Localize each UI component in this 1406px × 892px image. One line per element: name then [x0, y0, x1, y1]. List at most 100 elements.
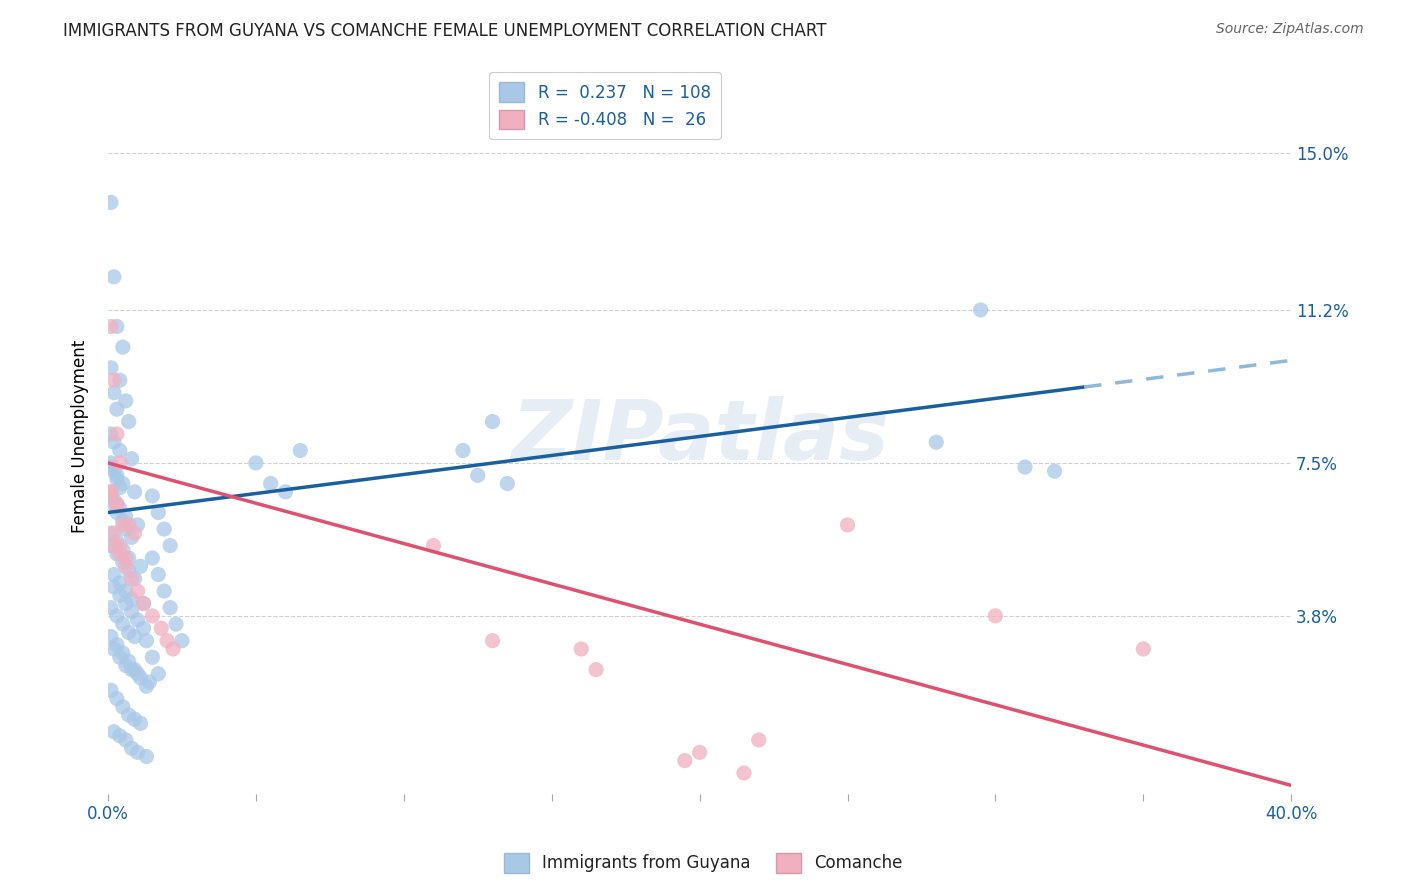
Point [1043, 464, 1066, 478]
Point [141, 608, 163, 623]
Point [105, 534, 128, 549]
Point [127, 584, 149, 599]
Point [124, 484, 146, 499]
Point [105, 468, 128, 483]
Point [108, 539, 131, 553]
Point [114, 393, 136, 408]
Point [100, 683, 122, 698]
Point [733, 766, 755, 780]
Point [481, 633, 503, 648]
Point [969, 302, 991, 317]
Point [141, 650, 163, 665]
Point [837, 517, 859, 532]
Point [150, 621, 173, 635]
Point [129, 671, 152, 685]
Point [100, 489, 122, 503]
Point [290, 443, 312, 458]
Point [114, 658, 136, 673]
Point [170, 633, 193, 648]
Point [108, 650, 131, 665]
Point [124, 526, 146, 541]
Point [124, 663, 146, 677]
Point [100, 319, 122, 334]
Point [121, 530, 143, 544]
Point [105, 608, 128, 623]
Point [103, 724, 125, 739]
Point [673, 754, 696, 768]
Point [114, 522, 136, 536]
Point [118, 517, 141, 532]
Point [103, 539, 125, 553]
Point [103, 642, 125, 657]
Point [148, 666, 170, 681]
Point [111, 617, 134, 632]
Point [111, 517, 134, 532]
Point [105, 497, 128, 511]
Point [105, 402, 128, 417]
Text: IMMIGRANTS FROM GUYANA VS COMANCHE FEMALE UNEMPLOYMENT CORRELATION CHART: IMMIGRANTS FROM GUYANA VS COMANCHE FEMAL… [63, 22, 827, 40]
Point [111, 646, 134, 660]
Point [121, 663, 143, 677]
Point [111, 476, 134, 491]
Point [100, 526, 122, 541]
Text: Source: ZipAtlas.com: Source: ZipAtlas.com [1216, 22, 1364, 37]
Point [111, 514, 134, 528]
Point [105, 319, 128, 334]
Point [114, 597, 136, 611]
Point [103, 497, 125, 511]
Point [153, 584, 176, 599]
Point [100, 360, 122, 375]
Point [108, 547, 131, 561]
Point [121, 572, 143, 586]
Point [108, 481, 131, 495]
Point [105, 497, 128, 511]
Point [103, 373, 125, 387]
Point [100, 195, 122, 210]
Point [156, 633, 179, 648]
Point [111, 340, 134, 354]
Point [103, 567, 125, 582]
Point [274, 484, 297, 499]
Point [496, 476, 519, 491]
Point [118, 708, 141, 723]
Point [159, 600, 181, 615]
Point [159, 539, 181, 553]
Point [467, 468, 489, 483]
Point [100, 460, 122, 475]
Point [114, 584, 136, 599]
Point [103, 385, 125, 400]
Point [108, 456, 131, 470]
Point [121, 741, 143, 756]
Point [100, 456, 122, 470]
Point [135, 749, 157, 764]
Point [105, 691, 128, 706]
Point [127, 666, 149, 681]
Point [105, 638, 128, 652]
Point [100, 484, 122, 499]
Point [103, 269, 125, 284]
Point [100, 630, 122, 644]
Point [132, 597, 155, 611]
Point [585, 663, 607, 677]
Point [118, 654, 141, 668]
Point [121, 451, 143, 466]
Point [124, 630, 146, 644]
Point [138, 675, 160, 690]
Point [1132, 642, 1154, 657]
Point [103, 526, 125, 541]
Point [132, 597, 155, 611]
Point [141, 489, 163, 503]
Point [132, 621, 155, 635]
Point [114, 559, 136, 574]
Point [1014, 460, 1036, 475]
Point [108, 588, 131, 602]
Point [108, 373, 131, 387]
Point [114, 551, 136, 566]
Point [260, 476, 283, 491]
Point [422, 539, 444, 553]
Point [121, 592, 143, 607]
Point [103, 435, 125, 450]
Point [100, 600, 122, 615]
Point [148, 567, 170, 582]
Point [748, 733, 770, 747]
